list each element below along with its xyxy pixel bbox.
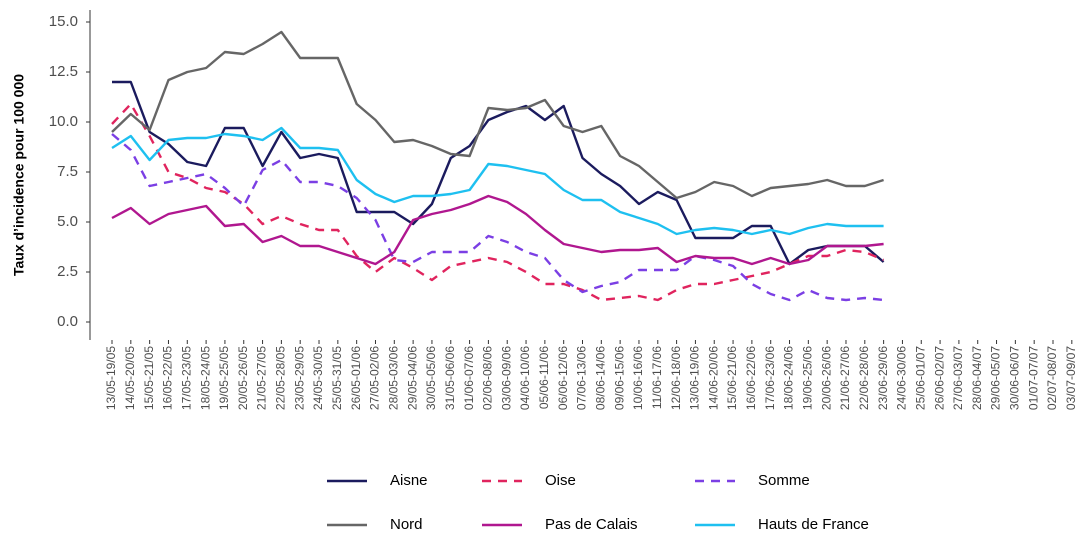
x-tick-label: 24/05-30/05 xyxy=(311,346,325,410)
x-tick-label: 18/06-24/06 xyxy=(782,346,796,410)
x-tick-label: 20/06-26/06 xyxy=(819,346,833,410)
x-tick-label: 31/05-06/06 xyxy=(443,346,457,410)
x-tick-label: 17/06-23/06 xyxy=(763,346,777,410)
x-tick-label: 30/06-06/07 xyxy=(1008,346,1022,410)
x-tick-label: 20/05-26/05 xyxy=(236,346,250,410)
x-tick-label: 25/06-01/07 xyxy=(913,346,927,410)
x-tick-label: 29/05-04/06 xyxy=(405,346,419,410)
legend-label: Somme xyxy=(758,472,810,489)
x-tick-label: 01/06-07/06 xyxy=(462,346,476,410)
x-tick-label: 16/06-22/06 xyxy=(744,346,758,410)
x-tick-label: 14/06-20/06 xyxy=(706,346,720,410)
y-axis-label: Taux d’incidence pour 100 000 xyxy=(11,74,27,276)
x-tick-label: 10/06-16/06 xyxy=(631,346,645,410)
x-tick-label: 30/05-05/06 xyxy=(424,346,438,410)
series-line xyxy=(112,80,885,266)
x-tick-label: 26/06-02/07 xyxy=(932,346,946,410)
legend-label: Nord xyxy=(390,516,423,533)
y-tick-label: 7.5 xyxy=(57,163,78,180)
x-tick-label: 03/06-09/06 xyxy=(499,346,513,410)
x-tick-label: 21/06-27/06 xyxy=(838,346,852,410)
series-line xyxy=(111,133,884,302)
x-tick-label: 27/05-02/06 xyxy=(368,346,382,410)
x-tick-label: 24/06-30/06 xyxy=(895,346,909,410)
y-tick-label: 15.0 xyxy=(49,13,78,30)
legend-label: Hauts de France xyxy=(758,516,869,533)
x-tick-label: 01/07-07/07 xyxy=(1026,346,1040,410)
y-tick-label: 0.0 xyxy=(57,313,78,330)
x-tick-label: 16/05-22/05 xyxy=(161,346,175,410)
x-tick-label: 17/05-23/05 xyxy=(179,346,193,410)
x-tick-label: 26/05-01/06 xyxy=(349,346,363,410)
x-tick-label: 25/05-31/05 xyxy=(330,346,344,410)
legend-label: Pas de Calais xyxy=(545,516,638,533)
x-tick-label: 27/06-03/07 xyxy=(951,346,965,410)
x-tick-label: 09/06-15/06 xyxy=(612,346,626,410)
series-line xyxy=(111,30,884,200)
x-tick-label: 22/05-28/05 xyxy=(274,346,288,410)
legend-label: Oise xyxy=(545,472,576,489)
x-tick-label: 19/06-25/06 xyxy=(801,346,815,410)
x-tick-label: 04/06-10/06 xyxy=(518,346,532,410)
x-tick-label: 11/06-17/06 xyxy=(650,346,664,409)
y-tick-label: 5.0 xyxy=(57,213,78,230)
x-tick-label: 13/05-19/05 xyxy=(104,346,118,410)
x-tick-label: 28/05-03/06 xyxy=(386,346,400,410)
x-tick-label: 08/06-14/06 xyxy=(593,346,607,410)
series-line xyxy=(111,126,884,236)
x-tick-label: 06/06-12/06 xyxy=(556,346,570,410)
x-tick-label: 22/06-28/06 xyxy=(857,346,871,410)
x-tick-label: 02/06-08/06 xyxy=(481,346,495,410)
x-tick-label: 02/07-08/07 xyxy=(1045,346,1059,410)
x-tick-label: 05/06-11/06 xyxy=(537,346,551,409)
x-tick-label: 12/06-18/06 xyxy=(669,346,683,410)
series-line xyxy=(111,194,884,266)
x-tick-label: 15/05-21/05 xyxy=(142,346,156,410)
y-tick-label: 10.0 xyxy=(49,113,78,130)
x-tick-label: 14/05-20/05 xyxy=(123,346,137,410)
x-tick-label: 19/05-25/05 xyxy=(217,346,231,410)
legend-label: Aisne xyxy=(390,472,428,489)
x-tick-label: 03/07-09/07 xyxy=(1064,346,1078,410)
x-tick-label: 23/06-29/06 xyxy=(876,346,890,410)
x-tick-label: 28/06-04/07 xyxy=(970,346,984,410)
y-tick-label: 12.5 xyxy=(49,63,78,80)
x-tick-label: 15/06-21/06 xyxy=(725,346,739,410)
x-tick-label: 18/05-24/05 xyxy=(198,346,212,410)
x-tick-label: 29/06-05/07 xyxy=(989,346,1003,410)
x-tick-label: 21/05-27/05 xyxy=(255,346,269,410)
x-tick-label: 13/06-19/06 xyxy=(688,346,702,410)
y-tick-label: 2.5 xyxy=(57,263,78,280)
x-tick-label: 07/06-13/06 xyxy=(575,346,589,410)
x-tick-label: 23/05-29/05 xyxy=(292,346,306,410)
